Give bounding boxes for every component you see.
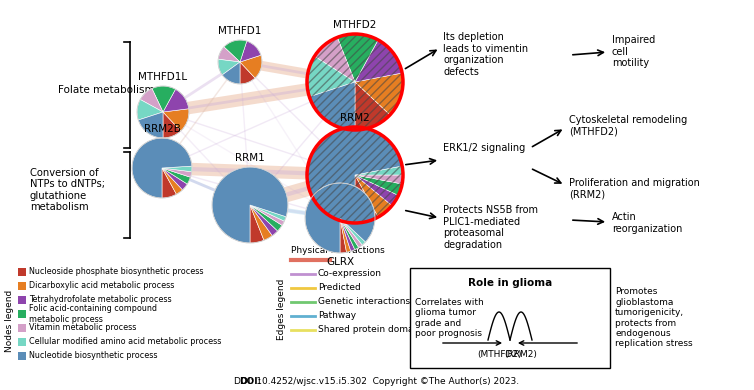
Text: Folic acid-containing compound
metabolic process: Folic acid-containing compound metabolic… [29,304,157,324]
Bar [18,296,26,304]
Text: Genetic interactions: Genetic interactions [318,298,410,307]
Wedge shape [340,218,347,253]
Text: Shared protein domains: Shared protein domains [318,326,427,335]
Text: Pathway: Pathway [318,312,356,321]
Wedge shape [307,56,355,97]
Wedge shape [340,218,359,250]
Text: RRM2B: RRM2B [143,124,180,134]
Text: Role in glioma: Role in glioma [468,278,552,288]
Text: Nucleoside phosphate biosynthetic process: Nucleoside phosphate biosynthetic proces… [29,268,204,277]
Wedge shape [314,37,355,82]
Text: Promotes
glioblastoma
tumorigenicity,
protects from
endogenous
replication stres: Promotes glioblastoma tumorigenicity, pr… [615,287,693,349]
Wedge shape [162,166,192,172]
Wedge shape [250,205,286,221]
Bar [18,268,26,276]
Wedge shape [162,168,192,177]
Wedge shape [305,183,375,253]
Text: Actin
reorganization: Actin reorganization [612,212,682,234]
Text: Correlates with
glioma tumor
grade and
poor prognosis: Correlates with glioma tumor grade and p… [415,298,484,338]
Text: Predicted: Predicted [318,284,360,292]
Wedge shape [163,89,188,112]
Wedge shape [250,205,264,243]
Wedge shape [132,138,192,198]
Text: MTHFD1L: MTHFD1L [139,72,188,82]
Text: Nucleotide biosynthetic process: Nucleotide biosynthetic process [29,351,158,360]
Wedge shape [240,41,261,62]
Text: Tetrahydrofolate metabolic process: Tetrahydrofolate metabolic process [29,296,172,305]
Text: MTHFD2: MTHFD2 [333,20,377,30]
Wedge shape [355,175,398,206]
Wedge shape [340,218,366,245]
Bar [18,352,26,360]
Text: Proliferation and migration
(RRM2): Proliferation and migration (RRM2) [569,178,700,200]
Text: Folate metabolism: Folate metabolism [58,85,155,95]
Text: Vitamin metabolic process: Vitamin metabolic process [29,323,136,333]
Wedge shape [222,62,240,84]
Wedge shape [340,218,355,251]
Text: Physical interactions: Physical interactions [291,246,385,255]
Wedge shape [250,205,284,225]
Wedge shape [218,59,240,75]
Wedge shape [355,82,390,130]
Wedge shape [224,40,247,62]
Wedge shape [355,175,403,184]
Wedge shape [307,127,402,223]
Wedge shape [212,167,288,243]
Text: Edges legend: Edges legend [277,278,287,340]
Text: GLRX: GLRX [326,257,354,267]
Wedge shape [138,112,163,138]
Text: Co-expression: Co-expression [318,269,382,278]
Wedge shape [218,47,240,62]
Wedge shape [309,82,355,130]
Wedge shape [250,205,272,240]
Wedge shape [162,168,176,198]
Text: RRM2: RRM2 [340,113,370,123]
Text: Impaired
cell
motility: Impaired cell motility [612,35,655,68]
Wedge shape [355,175,392,217]
Wedge shape [162,168,187,190]
Bar [18,324,26,332]
Wedge shape [162,168,182,194]
Bar [18,338,26,346]
Wedge shape [355,73,403,115]
Wedge shape [250,205,282,231]
Bar [18,310,26,318]
Wedge shape [137,99,163,120]
Text: (RRM2): (RRM2) [504,350,538,359]
Text: Dicarboxylic acid metabolic process: Dicarboxylic acid metabolic process [29,282,174,291]
Wedge shape [240,62,255,84]
Text: RRM1: RRM1 [235,153,265,163]
Text: DOI: 10.4252/wjsc.v15.i5.302  Copyright ©The Author(s) 2023.: DOI: 10.4252/wjsc.v15.i5.302 Copyright ©… [234,377,520,386]
Wedge shape [340,218,363,248]
Text: Protects NS5B from
PLIC1-mediated
proteasomal
degradation: Protects NS5B from PLIC1-mediated protea… [443,205,538,250]
Text: (MTHFD2): (MTHFD2) [477,350,521,359]
Text: DOI:: DOI: [239,377,261,386]
Text: Cytoskeletal remodeling
(MTHFD2): Cytoskeletal remodeling (MTHFD2) [569,115,687,136]
FancyBboxPatch shape [410,268,610,368]
Wedge shape [240,55,262,78]
Wedge shape [337,34,378,82]
Text: Cellular modified amino acid metabolic process: Cellular modified amino acid metabolic p… [29,337,222,346]
Bar [18,282,26,290]
Text: Nodes legend: Nodes legend [5,290,14,352]
Wedge shape [340,218,351,252]
Wedge shape [162,168,191,184]
Text: Its depletion
leads to vimentin
organization
defects: Its depletion leads to vimentin organiza… [443,32,528,77]
Text: Conversion of
NTPs to dNTPs;
glutathione
metabolism: Conversion of NTPs to dNTPs; glutathione… [30,168,105,213]
Wedge shape [355,175,378,223]
Wedge shape [355,175,402,195]
Text: ERK1/2 signaling: ERK1/2 signaling [443,143,526,153]
Wedge shape [140,89,163,112]
Wedge shape [163,109,189,131]
Wedge shape [163,112,181,138]
Text: MTHFD1: MTHFD1 [219,26,262,36]
Wedge shape [250,205,277,236]
Wedge shape [355,166,403,175]
Wedge shape [152,86,176,112]
Wedge shape [355,40,402,82]
